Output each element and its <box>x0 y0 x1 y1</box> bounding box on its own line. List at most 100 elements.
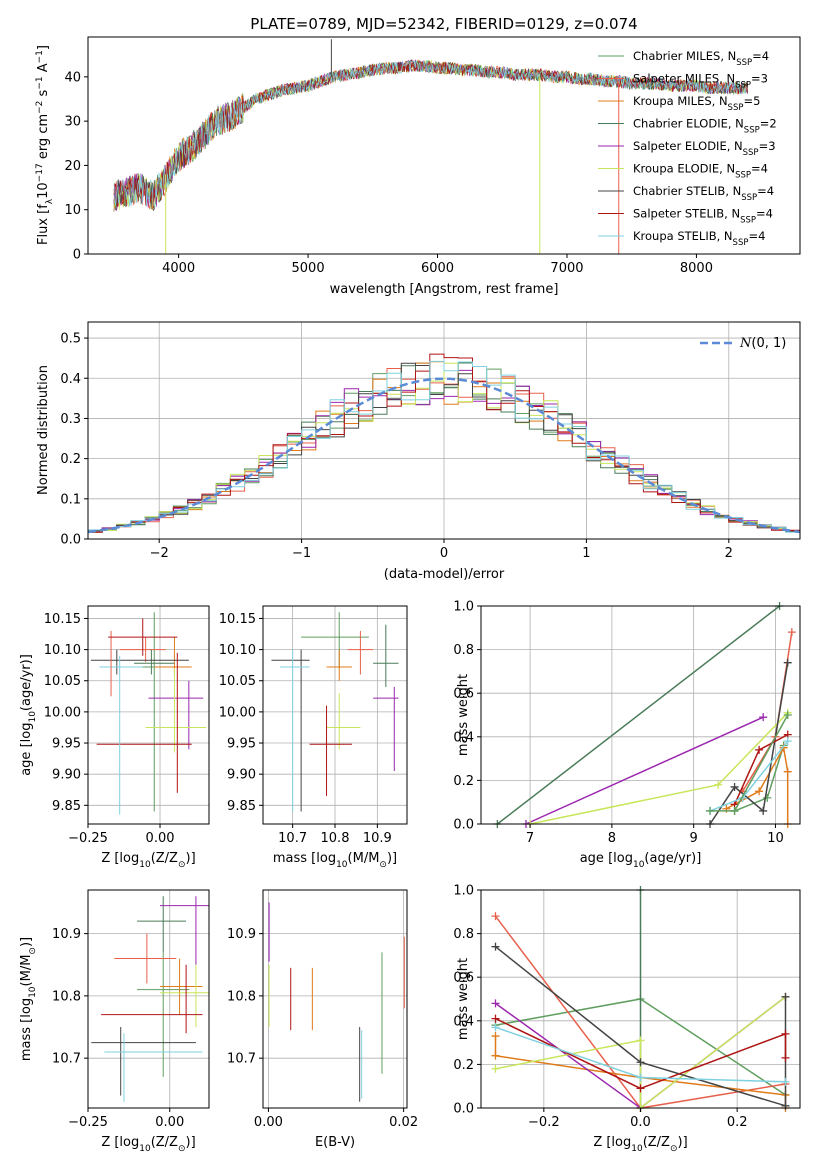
y-tick-label: 0 <box>73 248 81 263</box>
y-tick-label: 0.2 <box>453 774 474 789</box>
x-tick-label: −1 <box>292 546 311 561</box>
x-tick-label: 0.0 <box>630 1115 651 1130</box>
plus-marker <box>636 1036 645 1045</box>
x-tick-label: −0.25 <box>68 831 108 846</box>
y-tick-label: 0.4 <box>60 372 81 387</box>
y-tick-label: 10.7 <box>227 1052 256 1067</box>
plus-marker <box>491 1023 500 1032</box>
plus-marker <box>783 767 792 776</box>
histogram-step <box>88 360 800 533</box>
x-tick-label: −0.2 <box>528 1115 560 1130</box>
y-tick-label: 0.0 <box>60 533 81 548</box>
y-tick-label: 10.15 <box>219 612 256 627</box>
errorbar-point <box>159 958 203 1015</box>
mass-vs-EBV-frame <box>262 889 408 1109</box>
x-tick-label: 10.8 <box>321 831 350 846</box>
plus-marker <box>783 711 792 719</box>
plus-marker <box>636 1058 645 1067</box>
plus-marker <box>779 743 788 752</box>
errorbar-point <box>159 896 209 965</box>
y-tick-label: 0.4 <box>453 730 474 745</box>
age-vs-Z-xlabel: Z [log10(Z/Z⊙)] <box>101 851 195 870</box>
mass-weight-vs-age-panel: 7 8 9 10 0.0 0.2 0.4 0.6 0.8 1.0 age [log10(age/yr… <box>453 600 801 870</box>
plus-marker <box>787 628 796 637</box>
plus-marker <box>759 713 768 722</box>
errorbar-point <box>326 693 361 750</box>
histogram-legend: N(0, 1) <box>700 336 786 351</box>
age-vs-Z-ylabel: age [log10(age/yr)] <box>19 654 38 776</box>
mass-weight-line <box>496 605 781 825</box>
mass-weight-line <box>726 745 789 824</box>
errorbar-point <box>347 630 374 675</box>
y-tick-label: 10.8 <box>52 989 81 1004</box>
x-tick-label: 5000 <box>292 261 325 276</box>
y-tick-label: 0.4 <box>453 1014 474 1029</box>
legend-entry: Chabrier ELODIE, NSSP=2 <box>633 117 777 136</box>
mass-vs-Z-panel: −0.25 0.00 10.7 10.8 10.9 Z [log10(Z/Z⊙)] mass… <box>19 889 210 1154</box>
plus-marker <box>491 1051 500 1060</box>
x-tick-label: 0.00 <box>254 1115 283 1130</box>
mass-weight-vs-age-xlabel: age [log10(age/yr)] <box>580 851 702 870</box>
x-tick-label: −2 <box>150 546 169 561</box>
y-tick-label: 0.1 <box>60 492 81 507</box>
plus-marker <box>755 745 764 754</box>
x-tick-label: 0.2 <box>727 1115 748 1130</box>
y-tick-label: 0.5 <box>60 332 81 347</box>
plus-marker <box>491 999 500 1008</box>
mass-vs-Z-frame <box>87 889 210 1109</box>
errorbar-point <box>137 896 187 953</box>
legend-entry: Salpeter MILES, NSSP=3 <box>633 72 768 91</box>
mass-weight-vs-age-frame <box>480 605 801 825</box>
figure-title: PLATE=0789, MJD=52342, FIBERID=0129, z=0… <box>250 15 637 33</box>
x-tick-label: 7000 <box>550 261 583 276</box>
histogram-step <box>88 353 800 533</box>
y-tick-label: 0.8 <box>453 927 474 942</box>
x-tick-label: 10 <box>767 831 784 846</box>
y-tick-label: 10.00 <box>44 705 81 720</box>
mass-weight-line <box>495 1017 787 1090</box>
y-tick-label: 9.85 <box>52 799 81 814</box>
plus-marker <box>783 658 792 667</box>
errorbar-point <box>104 1033 203 1102</box>
plus-marker <box>730 782 739 791</box>
plus-marker <box>759 806 768 815</box>
age-vs-Z-frame <box>87 605 210 825</box>
errorbar-point <box>279 649 310 812</box>
x-tick-label: 8000 <box>680 261 713 276</box>
histogram-step <box>88 369 800 533</box>
x-tick-label: 9 <box>690 831 698 846</box>
plus-marker <box>491 912 500 921</box>
plus-marker <box>781 1053 790 1062</box>
y-tick-label: 10.7 <box>52 1052 81 1067</box>
mass-weight-vs-age-ylabel: mass weight <box>456 674 471 756</box>
x-tick-label: 0 <box>440 546 448 561</box>
legend-entry: Kroupa STELIB, NSSP=4 <box>633 229 765 248</box>
x-tick-label: 1 <box>582 546 590 561</box>
x-tick-label: 10.7 <box>278 831 307 846</box>
x-tick-label: 10.9 <box>363 831 392 846</box>
spectrum-panel: PLATE=0789, MJD=52342, FIBERID=0129, z=0… <box>35 15 801 297</box>
plus-marker <box>783 737 792 746</box>
plus-marker <box>730 806 739 815</box>
errorbar-point <box>159 964 209 1028</box>
mass-vs-Z-xlabel: Z [log10(Z/Z⊙)] <box>101 1135 195 1154</box>
mass-weight-line <box>709 740 789 812</box>
errorbar-point <box>91 1027 196 1096</box>
mass-weight-line <box>709 662 789 825</box>
x-tick-label: 7 <box>526 831 534 846</box>
age-vs-mass-xlabel: mass [log10(M/M⊙)] <box>273 851 397 870</box>
plus-marker <box>491 1032 500 1041</box>
age-vs-mass-frame <box>262 605 408 825</box>
histogram-step <box>88 362 800 533</box>
plus-marker <box>781 1029 790 1038</box>
legend-entry: N(0, 1) <box>739 336 786 351</box>
mass-weight-vs-Z-ylabel: mass weight <box>456 958 471 1040</box>
y-tick-label: 30 <box>64 115 81 130</box>
y-tick-label: 40 <box>64 70 81 85</box>
spectrum-line <box>113 59 748 211</box>
spectrum-frame <box>87 36 801 255</box>
histogram-xlabel: (data-model)/error <box>384 567 505 582</box>
y-tick-label: 20 <box>64 159 81 174</box>
y-tick-label: 10.9 <box>52 927 81 942</box>
y-tick-label: 10.15 <box>44 612 81 627</box>
